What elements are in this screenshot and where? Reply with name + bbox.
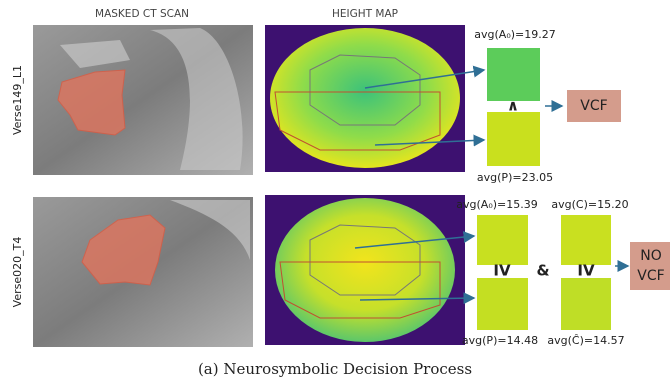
avg-label: avg(A₀)=19.27 — [474, 28, 555, 41]
operator: & — [536, 262, 549, 280]
decision: VCF — [637, 268, 664, 284]
swatch — [561, 215, 611, 265]
avg-label: avg(P)=23.05 — [477, 171, 553, 184]
avg-label: avg(A₀)=15.39 — [456, 198, 537, 211]
decision: NO — [640, 248, 662, 264]
operator: IV — [493, 262, 511, 280]
avg-label: avg(C)=15.20 — [551, 198, 628, 211]
swatch — [561, 278, 611, 330]
swatch — [487, 112, 540, 166]
operator: ∧ — [507, 97, 519, 115]
height-blob — [275, 198, 455, 342]
height-blob — [270, 28, 460, 168]
decision: VCF — [580, 98, 607, 114]
avg-label: avg(Ĉ)=14.57 — [547, 334, 624, 347]
avg-label: avg(P)=14.48 — [462, 334, 538, 347]
row-label: Verse149_L1 — [11, 65, 24, 135]
figure: MASKED CT SCAN HEIGHT MAP Verse149_L1 av… — [0, 0, 670, 383]
swatch — [477, 278, 528, 330]
swatch — [477, 215, 528, 265]
operator: IV — [577, 262, 595, 280]
row-label: Verse020_T4 — [11, 237, 24, 308]
column-header: HEIGHT MAP — [332, 8, 398, 20]
column-header: MASKED CT SCAN — [95, 8, 189, 20]
caption: (a) Neurosymbolic Decision Process — [198, 360, 472, 378]
swatch — [487, 48, 540, 101]
